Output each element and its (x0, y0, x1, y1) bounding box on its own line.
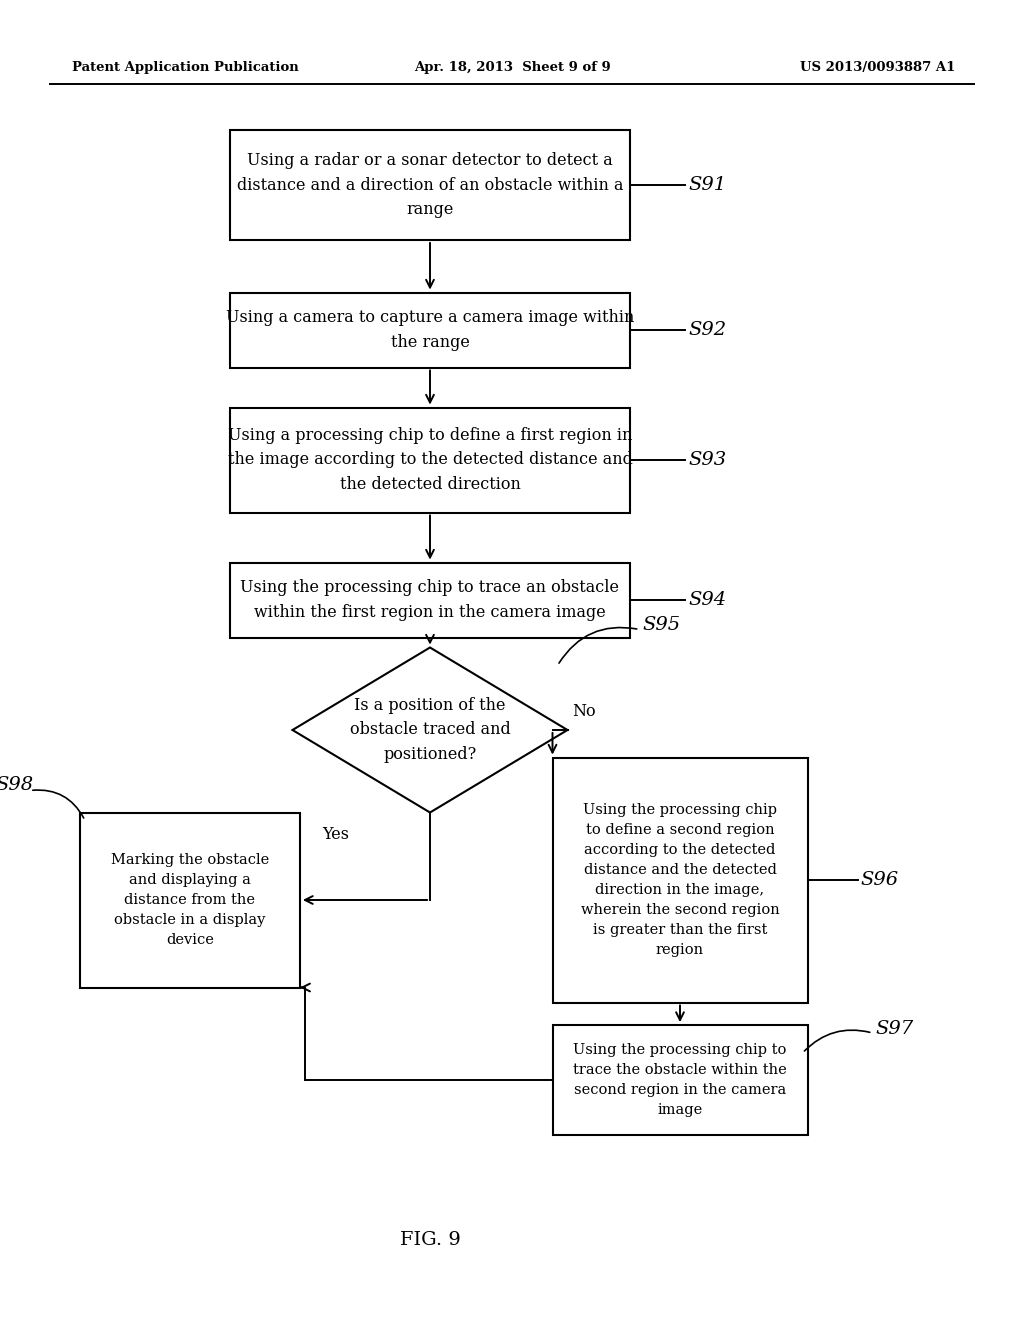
Text: S91: S91 (688, 176, 726, 194)
FancyBboxPatch shape (553, 758, 808, 1002)
FancyBboxPatch shape (553, 1026, 808, 1135)
Text: S93: S93 (688, 451, 726, 469)
Text: S94: S94 (688, 591, 726, 609)
Text: S96: S96 (860, 871, 899, 888)
Text: Using the processing chip to trace an obstacle
within the first region in the ca: Using the processing chip to trace an ob… (241, 579, 620, 620)
Text: Is a position of the
obstacle traced and
positioned?: Is a position of the obstacle traced and… (349, 697, 510, 763)
Text: S98: S98 (0, 776, 33, 793)
Text: Using a camera to capture a camera image within
the range: Using a camera to capture a camera image… (226, 309, 634, 351)
Text: Using the processing chip to
trace the obstacle within the
second region in the : Using the processing chip to trace the o… (573, 1043, 786, 1117)
Polygon shape (293, 648, 567, 813)
Text: S92: S92 (688, 321, 726, 339)
FancyBboxPatch shape (230, 129, 630, 240)
FancyBboxPatch shape (230, 293, 630, 367)
Text: Apr. 18, 2013  Sheet 9 of 9: Apr. 18, 2013 Sheet 9 of 9 (414, 62, 610, 74)
Text: Using a processing chip to define a first region in
the image according to the d: Using a processing chip to define a firs… (227, 428, 633, 492)
Text: No: No (572, 704, 596, 721)
Text: Using a radar or a sonar detector to detect a
distance and a direction of an obs: Using a radar or a sonar detector to det… (237, 152, 624, 218)
Text: Using the processing chip
to define a second region
according to the detected
di: Using the processing chip to define a se… (581, 803, 779, 957)
Text: Yes: Yes (323, 826, 349, 843)
FancyBboxPatch shape (230, 562, 630, 638)
FancyBboxPatch shape (230, 408, 630, 512)
Text: FIG. 9: FIG. 9 (399, 1232, 461, 1249)
Text: US 2013/0093887 A1: US 2013/0093887 A1 (800, 62, 955, 74)
FancyBboxPatch shape (80, 813, 300, 987)
Text: Marking the obstacle
and displaying a
distance from the
obstacle in a display
de: Marking the obstacle and displaying a di… (111, 853, 269, 948)
Text: Patent Application Publication: Patent Application Publication (72, 62, 299, 74)
Text: S97: S97 (876, 1020, 913, 1038)
Text: S95: S95 (642, 616, 681, 635)
